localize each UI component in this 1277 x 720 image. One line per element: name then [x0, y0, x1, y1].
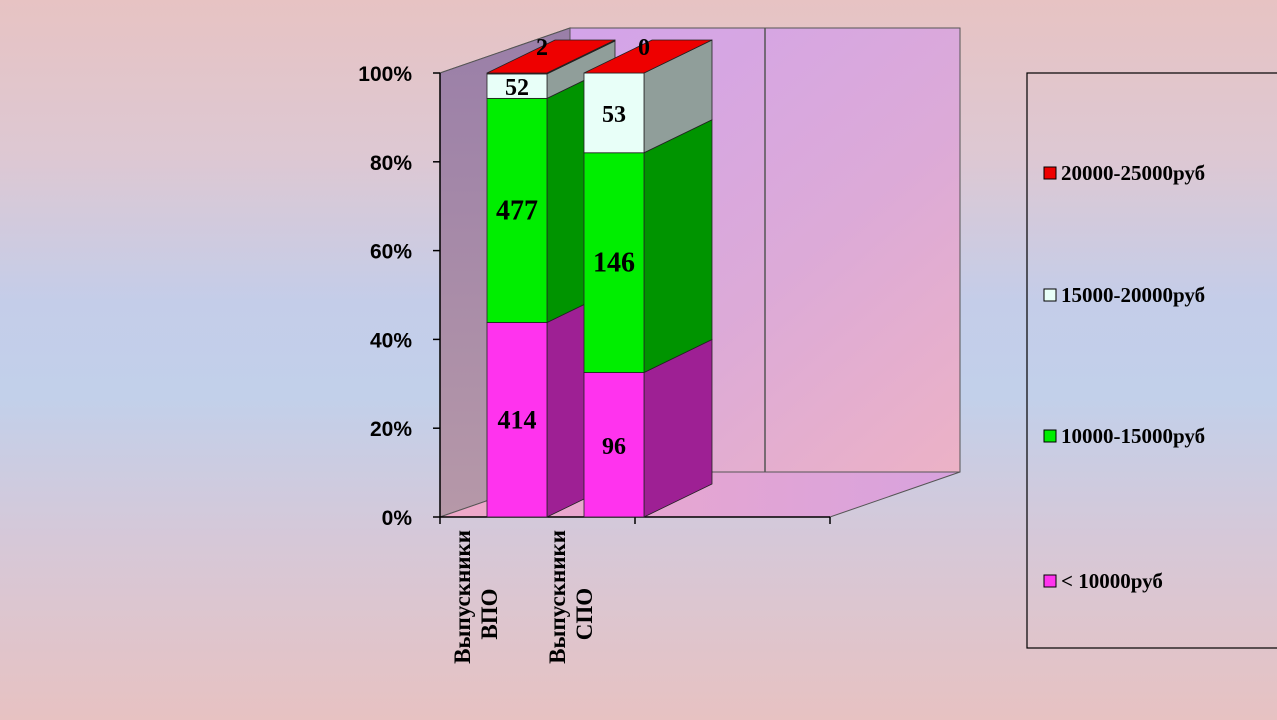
legend-label: 20000-25000руб: [1061, 161, 1205, 185]
y-tick-label: 20%: [370, 418, 412, 441]
legend-item: 15000-20000руб: [1043, 283, 1205, 307]
legend-label: 15000-20000руб: [1061, 283, 1205, 307]
bar-front: [583, 372, 645, 518]
bar-front: [486, 97, 548, 323]
legend-swatch: [1043, 429, 1057, 443]
y-tick-label: 100%: [358, 63, 412, 86]
legend-swatch: [1043, 288, 1057, 302]
bar-front: [583, 152, 645, 373]
x-tick-label: ВыпускникиВПО: [450, 530, 502, 664]
legend-swatch: [1043, 166, 1057, 180]
data-label: 477: [496, 195, 538, 226]
x-tick-label: ВыпускникиСПО: [545, 530, 597, 664]
data-label: 52: [505, 75, 529, 101]
legend-box: [1026, 72, 1277, 649]
legend: 20000-25000руб 15000-20000руб 10000-15000р…: [1026, 72, 1277, 649]
bar-segment: 146: [583, 119, 713, 374]
y-tick-label: 0%: [382, 507, 413, 530]
bar-top: [486, 39, 616, 74]
legend-label: 10000-15000руб: [1061, 424, 1205, 448]
legend-swatch: [1043, 574, 1057, 588]
legend-item: < 10000руб: [1043, 569, 1163, 593]
bar-top: [583, 39, 713, 74]
data-label: 53: [602, 102, 626, 128]
x-axis: ВыпускникиВПО ВыпускникиСПО: [439, 516, 831, 664]
data-label: 146: [593, 248, 635, 279]
y-tick-label: 40%: [370, 329, 412, 352]
bar-segment: 96: [583, 338, 713, 518]
legend-item: 10000-15000руб: [1043, 424, 1205, 448]
bar-front: [486, 322, 548, 518]
y-tick-label: 60%: [370, 241, 412, 264]
bar-segment: 53: [583, 39, 713, 154]
legend-item: 20000-25000руб: [1043, 161, 1205, 185]
bar-stack: 96 146 53 0: [583, 35, 713, 518]
bars: 414 477 52 2 96 146 53 0: [486, 35, 713, 518]
data-label: 0: [638, 35, 650, 61]
data-label: 414: [498, 406, 537, 435]
y-axis: 0% 20% 40% 60% 80% 100%: [358, 63, 441, 530]
legend-label: < 10000руб: [1061, 569, 1163, 593]
bar-side: [643, 119, 713, 374]
y-tick-label: 80%: [370, 152, 412, 175]
bar-front: [583, 72, 645, 154]
data-label: 96: [602, 434, 626, 460]
bar-segment: 52: [486, 40, 616, 101]
data-label: 2: [536, 35, 548, 61]
